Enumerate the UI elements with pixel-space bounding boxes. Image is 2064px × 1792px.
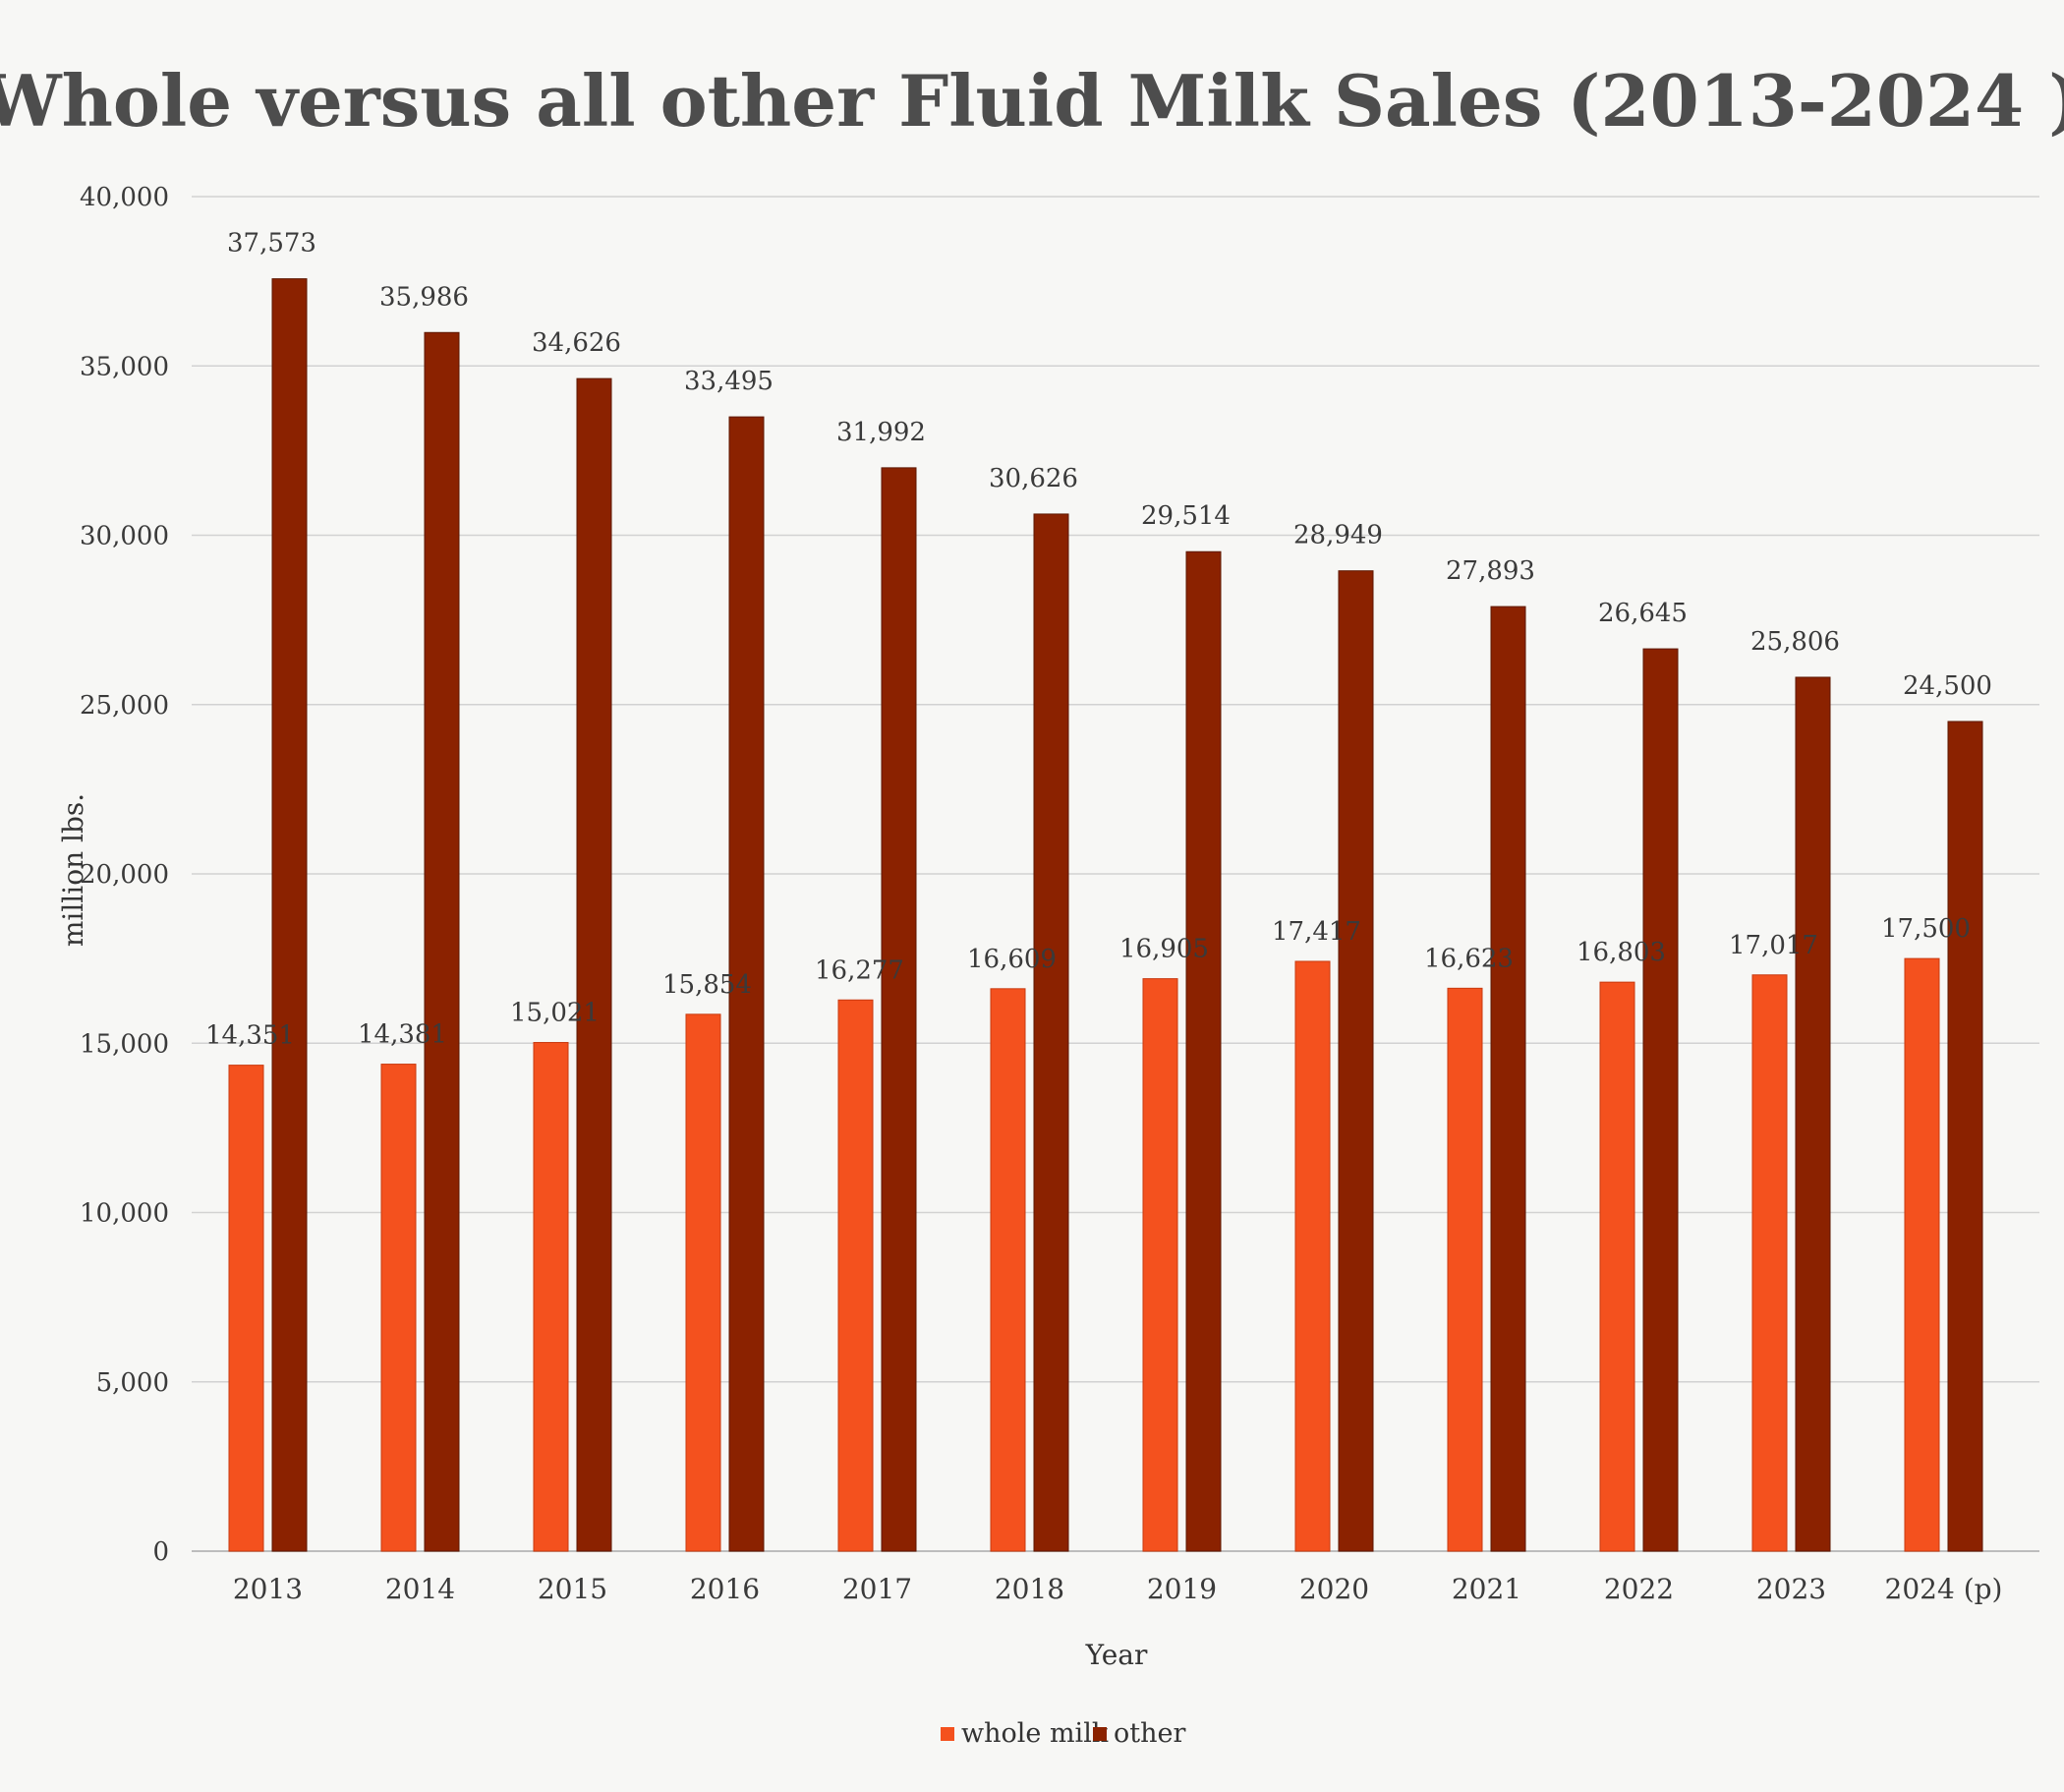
y-axis-ticks: 0 5,000 10,000 15,000 20,000 25,000 30,000 35,0… [80,183,169,1567]
bar-other [576,377,612,1552]
x-tick-label: 2014 [385,1573,455,1605]
data-label-other: 28,949 [1293,521,1383,550]
bar-whole-milk [837,999,874,1552]
bar-whole-milk [1599,981,1635,1552]
data-label-whole-milk: 16,905 [1119,935,1209,964]
bar-other [1490,606,1526,1552]
legend-swatch-other [1093,1727,1107,1741]
data-label-whole-milk: 16,623 [1424,944,1514,973]
legend-swatch-whole-milk [941,1727,954,1741]
data-label-other: 26,645 [1598,599,1688,628]
data-label-other: 24,500 [1903,671,1992,701]
data-label-other: 25,806 [1750,627,1840,657]
bar-whole-milk [228,1065,264,1552]
y-axis-title: million lbs. [57,793,89,947]
y-tick-label: 15,000 [80,1029,169,1059]
bar-whole-milk [1447,987,1483,1552]
legend: whole milk other [941,1718,1185,1749]
data-label-other: 34,626 [532,328,621,358]
data-label-whole-milk: 17,500 [1881,914,1971,944]
y-tick-label: 40,000 [80,183,169,212]
bar-whole-milk [1904,957,1940,1552]
bar-other [881,467,917,1552]
bar-whole-milk [533,1042,569,1552]
x-tick-label: 2019 [1147,1573,1217,1605]
bar-whole-milk [990,988,1026,1552]
y-tick-label: 5,000 [96,1368,169,1398]
bar-other [271,278,308,1552]
x-axis-ticks: 2013 2014 2015 2016 2017 2018 2019 2020 2021 2022… [233,1573,2003,1605]
data-label-whole-milk: 17,017 [1729,931,1818,960]
bar-other [1338,570,1374,1552]
data-label-whole-milk: 16,277 [815,955,904,985]
bar-other [1185,550,1222,1552]
y-tick-label: 25,000 [80,691,169,721]
x-axis-title: Year [1085,1639,1148,1671]
data-label-whole-milk: 17,417 [1272,917,1361,947]
x-tick-label: 2024 (p) [1885,1573,2003,1605]
y-tick-label: 10,000 [80,1199,169,1229]
data-label-whole-milk: 16,803 [1577,938,1666,967]
x-tick-label: 2023 [1756,1573,1826,1605]
data-label-other: 31,992 [836,418,926,447]
data-label-whole-milk: 14,351 [205,1021,295,1051]
bar-other [1642,648,1679,1552]
legend-label-other: other [1114,1718,1185,1749]
data-label-whole-milk: 15,854 [662,970,752,1000]
data-label-other: 35,986 [379,282,469,312]
bar-other [1795,676,1831,1552]
data-labels: 14,351 37,573 14,381 35,986 15,021 34,626 15,8… [205,229,1992,1051]
x-tick-label: 2017 [842,1573,912,1605]
chart-title: Whole versus all other Fluid Milk Sales … [0,59,2064,143]
x-tick-label: 2022 [1604,1573,1674,1605]
data-label-whole-milk: 15,021 [510,999,600,1028]
x-tick-label: 2015 [538,1573,607,1605]
bar-whole-milk [685,1013,721,1552]
y-tick-label: 20,000 [80,860,169,890]
bar-other [728,416,765,1552]
legend-label-whole-milk: whole milk [961,1718,1109,1749]
bar-whole-milk [1751,974,1788,1552]
data-label-whole-milk: 16,609 [967,945,1057,974]
bars [228,278,1983,1552]
bar-other [1947,721,1983,1552]
x-tick-label: 2018 [995,1573,1064,1605]
x-tick-label: 2021 [1452,1573,1521,1605]
bar-whole-milk [380,1064,417,1552]
x-tick-label: 2020 [1299,1573,1369,1605]
bar-other [1033,513,1069,1552]
bar-whole-milk [1142,978,1178,1552]
data-label-other: 27,893 [1446,556,1535,586]
bar-other [424,331,460,1552]
data-label-other: 29,514 [1141,501,1231,531]
y-tick-label: 35,000 [80,352,169,381]
y-tick-label: 0 [152,1537,169,1567]
gridlines [192,196,2039,1552]
data-label-other: 30,626 [989,464,1078,493]
x-tick-label: 2013 [233,1573,303,1605]
data-label-whole-milk: 14,381 [358,1020,447,1050]
bar-whole-milk [1294,960,1331,1552]
y-tick-label: 30,000 [80,522,169,551]
data-label-other: 33,495 [684,367,774,396]
data-label-other: 37,573 [227,229,316,259]
x-tick-label: 2016 [690,1573,760,1605]
